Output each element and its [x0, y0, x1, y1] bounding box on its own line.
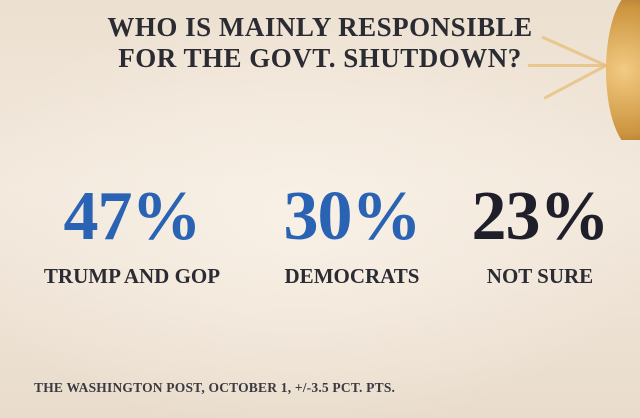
stat-not-sure: 23% NOT SURE	[454, 178, 626, 289]
value-label-democrats: 30%	[283, 178, 422, 255]
sunburst-ray	[528, 64, 606, 67]
stat-trump-and-gop: 47% TRUMP AND GOP	[18, 178, 246, 289]
stat-democrats: 30% DEMOCRATS	[252, 178, 452, 289]
chart-title: WHO IS MAINLY RESPONSIBLE FOR THE GOVT. …	[0, 12, 640, 74]
title-line-1: WHO IS MAINLY RESPONSIBLE	[107, 12, 533, 42]
sunburst-edge	[606, 0, 640, 140]
category-label-trump-and-gop: TRUMP AND GOP	[43, 264, 221, 288]
value-label-not-sure: 23%	[471, 178, 610, 255]
title-line-2: FOR THE GOVT. SHUTDOWN?	[118, 43, 522, 73]
value-label-trump-and-gop: 47%	[63, 178, 202, 255]
decorative-sunburst-graphic	[520, 0, 640, 140]
category-label-democrats: DEMOCRATS	[284, 264, 420, 288]
source-note: THE WASHINGTON POST, OCTOBER 1, +/-3.5 P…	[34, 380, 396, 395]
category-label-not-sure: NOT SURE	[486, 264, 594, 288]
